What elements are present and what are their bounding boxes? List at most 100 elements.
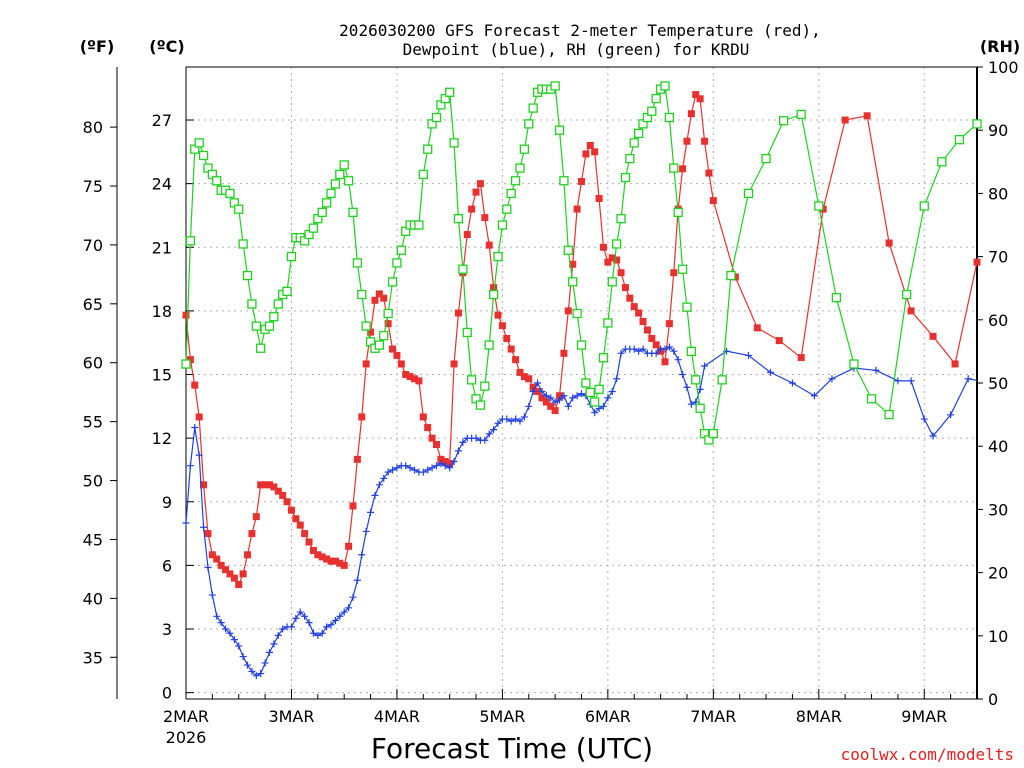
temperature-point (323, 555, 331, 563)
temperature-point (208, 551, 216, 559)
rh-tick-label: 80 (988, 184, 1008, 203)
rh-point (919, 201, 929, 211)
rh-point (348, 207, 358, 218)
temperature-point (261, 481, 269, 489)
dewpoint-point (305, 619, 313, 627)
dewpoint-point (371, 491, 379, 499)
dewpoint-point (375, 481, 383, 489)
rh-point (466, 375, 477, 385)
temperature-point (551, 407, 559, 415)
rh-point (339, 160, 349, 170)
dewpoint-point (450, 457, 458, 465)
rh-point (598, 353, 609, 363)
temperature-point (432, 441, 440, 449)
temperature-point (226, 570, 234, 578)
rh-point (330, 179, 341, 189)
temperature-point (797, 354, 805, 362)
rh-point (449, 138, 459, 148)
temperature-point (604, 258, 612, 266)
temperature-point (397, 360, 405, 368)
rh-point (247, 299, 257, 309)
dewpoint-point (701, 362, 709, 370)
rh-point (502, 204, 512, 214)
dewpoint-point (525, 402, 533, 410)
dewpoint-point (380, 474, 388, 482)
temperature-point (248, 530, 256, 538)
dewpoint-point (349, 593, 357, 601)
rh-point (234, 204, 244, 214)
rh-point (633, 128, 644, 139)
rh-point (414, 220, 424, 230)
dewpoint-point (810, 392, 818, 400)
temperature-point (389, 345, 397, 353)
rh-point (664, 112, 675, 123)
dewpoint-point (507, 417, 515, 425)
celsius-tick-label: 0 (162, 684, 172, 703)
rh-point (488, 289, 499, 300)
rh-point (497, 220, 508, 230)
celsius-tick-label: 15 (152, 366, 172, 385)
temperature-point (621, 284, 629, 292)
series-dewpoint (182, 343, 978, 680)
temperature-point (270, 483, 278, 491)
dewpoint-point (191, 424, 199, 432)
dewpoint-point (674, 356, 682, 364)
dewpoint-point (296, 608, 304, 616)
temperature-point (709, 197, 717, 205)
temperature-point (406, 373, 414, 381)
dewpoint-point (472, 434, 480, 442)
dewpoint-point (314, 631, 322, 639)
temperature-point (468, 205, 476, 213)
rh-point (761, 153, 771, 164)
dewpoint-point (257, 670, 265, 678)
rh-point (194, 138, 204, 148)
rh-point (453, 214, 464, 224)
rh-point (510, 176, 521, 186)
dewpoint-point (345, 604, 353, 612)
rh-point (669, 163, 679, 173)
temperature-point (217, 561, 225, 569)
temperature-point (384, 320, 392, 328)
dewpoint-point (665, 343, 673, 351)
rh-point (335, 169, 345, 180)
dewpoint-point (428, 464, 436, 472)
rh-point (682, 302, 692, 312)
fahrenheit-tick-label: 45 (83, 530, 103, 549)
chart-title-line-1: 2026030200 GFS Forecast 2-meter Temperat… (339, 21, 821, 40)
dewpoint-point (828, 375, 836, 383)
rh-point (695, 403, 705, 413)
temperature-point (569, 260, 577, 268)
temperature-point (573, 205, 581, 213)
dewpoint-point (512, 415, 520, 423)
dewpoint-point (551, 398, 559, 406)
rh-point (484, 340, 494, 350)
rh-point (418, 169, 428, 180)
temperature-point (591, 148, 599, 156)
dewpoint-point (318, 629, 326, 637)
dewpoint-point (788, 379, 796, 387)
temperature-point (841, 116, 849, 124)
dewpoint-point (894, 377, 902, 385)
temperature-point (705, 169, 713, 177)
dewpoint-point (402, 462, 410, 470)
rh-point (264, 321, 275, 331)
rh-point (550, 81, 560, 91)
rh-point (256, 343, 266, 353)
dewpoint-point (564, 402, 572, 410)
rh-point (585, 387, 595, 398)
dewpoint-point (274, 631, 282, 639)
dewpoint-point (327, 621, 335, 629)
temperature-point (235, 580, 243, 588)
rh-point (651, 93, 661, 104)
celsius-tick-label: 3 (162, 620, 172, 639)
rh-point (286, 251, 297, 262)
x-tick-label: 6MAR (585, 707, 631, 726)
rh-point (343, 176, 354, 186)
dewpoint-point (353, 576, 361, 584)
rh-point (519, 144, 530, 154)
dewpoint-point (437, 460, 445, 468)
fahrenheit-tick-label: 35 (83, 648, 103, 667)
temperature-point (564, 307, 572, 315)
dewpoint-point (591, 409, 599, 417)
